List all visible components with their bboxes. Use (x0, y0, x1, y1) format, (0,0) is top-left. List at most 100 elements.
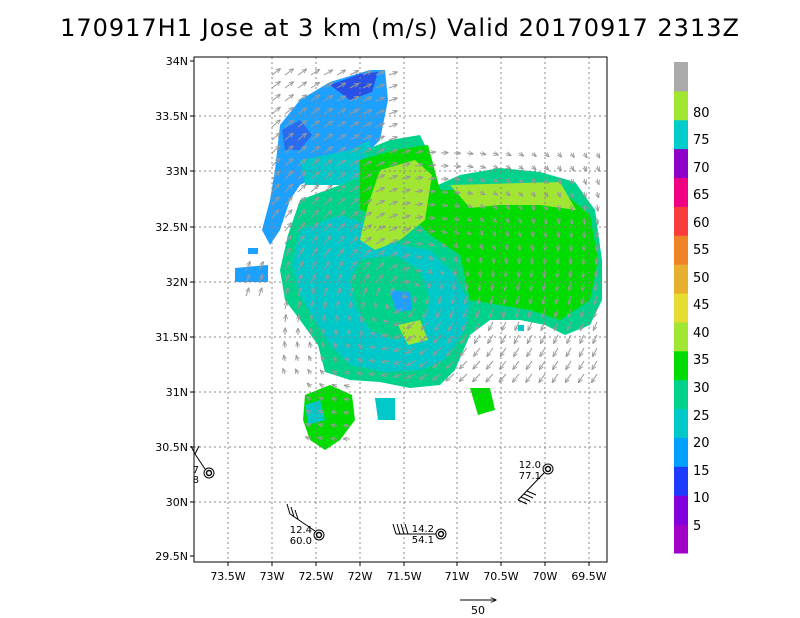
colorbar-label-55: 55 (693, 243, 710, 258)
wind-vector (284, 95, 293, 102)
wind-vector (532, 243, 533, 250)
wind-vector (427, 295, 429, 303)
wind-vector (344, 426, 351, 427)
wind-vector (371, 333, 377, 335)
wind-vector (284, 249, 290, 258)
wind-vector (414, 164, 423, 166)
wind-vector (506, 217, 509, 223)
wind-vector (558, 191, 560, 197)
wind-vector (490, 308, 494, 317)
wind-vector (420, 360, 429, 367)
wind-vector (595, 282, 597, 291)
wind-vector (375, 149, 384, 154)
colorbar-label-40: 40 (693, 326, 710, 341)
wind-vector (461, 334, 468, 343)
wind-vector (493, 205, 497, 209)
lat-label-31-5n: 31.5N (155, 331, 188, 344)
wind-vector (335, 329, 337, 336)
wind-vector (322, 343, 324, 349)
wind-vector (337, 288, 340, 297)
wind-vector (460, 360, 468, 369)
wind-vector (584, 204, 585, 211)
wind-vector (323, 83, 333, 89)
wind-vector (532, 204, 535, 210)
lat-label-31n: 31N (166, 386, 188, 399)
wind-vector (323, 198, 332, 206)
wind-vector (480, 205, 484, 208)
wind-vector (297, 95, 306, 102)
wind-vector (401, 150, 410, 153)
wind-vector (552, 373, 559, 382)
colorbar-label-10: 10 (693, 491, 710, 506)
wind-vector (532, 217, 534, 223)
wind-vectors (246, 69, 600, 439)
wind-vector (480, 243, 482, 249)
wind-vector (473, 360, 481, 369)
wind-vector (420, 334, 429, 342)
colorbar-swatch (674, 62, 688, 92)
lon-label-72-5w: 72.5W (298, 570, 333, 583)
wind-vector (454, 269, 456, 276)
wind-vector (414, 151, 423, 153)
wind-vector (414, 204, 423, 205)
wind-vector (284, 120, 293, 128)
wind-vector (427, 257, 433, 259)
wind-vector (441, 269, 444, 275)
wind-vector (323, 223, 331, 232)
wind-vector (271, 159, 280, 167)
colorbar-label-5: 5 (693, 519, 701, 534)
wind-vector (513, 373, 520, 382)
colorbar-swatch (674, 495, 688, 525)
wind-vector (467, 231, 471, 235)
wind-vector (580, 321, 585, 330)
wind-vector (284, 236, 291, 245)
wind-vector (489, 321, 494, 330)
wind-vector (479, 179, 485, 181)
wind-vector (358, 359, 364, 361)
wind-vector (382, 374, 390, 376)
wind-vector (375, 251, 384, 258)
wind-vector (350, 302, 351, 310)
wind-vector (571, 204, 573, 211)
wind-vector (333, 357, 337, 361)
wind-vector (466, 192, 472, 194)
wind-vector (349, 122, 359, 128)
wind-vector (493, 243, 495, 250)
wind-vector (336, 186, 345, 193)
wind-vector (467, 269, 468, 276)
wind-vector (310, 275, 315, 284)
wind-vector (420, 347, 429, 354)
wind-vector (414, 217, 422, 218)
station-value-bottom: 60.0 (290, 536, 312, 547)
wind-vector (284, 184, 293, 193)
wind-vector (349, 174, 359, 180)
wind-vector (362, 275, 369, 284)
wind-vector (375, 72, 384, 76)
lon-label-69-5w: 69.5W (571, 570, 606, 583)
wind-vector (388, 163, 397, 166)
wind-vector (516, 308, 519, 317)
wind-vector (336, 275, 342, 284)
lat-label-34n: 34N (166, 55, 188, 68)
wind-vector (375, 110, 384, 115)
wind-vector (553, 360, 559, 370)
wind-vector (492, 153, 498, 155)
wind-vector (375, 136, 384, 141)
wind-vector (407, 321, 416, 329)
wind-vector (427, 165, 435, 166)
wind-vector (460, 347, 468, 356)
wind-vector (319, 411, 325, 413)
station-value-top: 7 (193, 465, 199, 476)
wind-vector (336, 135, 346, 141)
colorbar-swatch (674, 148, 688, 179)
wind-vector (285, 301, 287, 310)
reference-vector: 50 (460, 600, 496, 617)
wind-vector (519, 153, 524, 156)
wind-vector (543, 282, 545, 291)
wind-vector (597, 152, 600, 158)
wind-vector (271, 184, 279, 193)
wind-vector (297, 210, 305, 219)
wind-vector (420, 373, 429, 379)
wind-vector (388, 288, 394, 297)
wind-vector (297, 133, 306, 141)
